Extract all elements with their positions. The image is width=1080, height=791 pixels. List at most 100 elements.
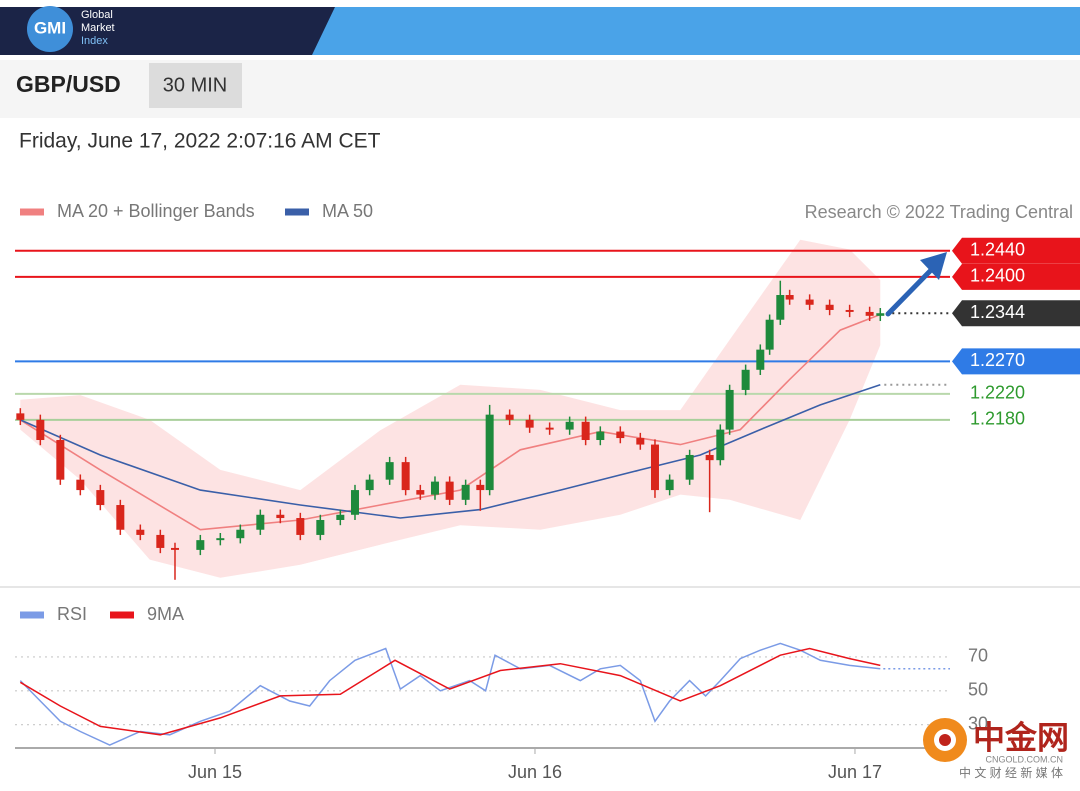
level-label: 1.2400 xyxy=(970,266,1025,286)
candle-body xyxy=(116,505,125,530)
candle-body xyxy=(476,484,485,491)
bollinger-band xyxy=(20,239,881,578)
candle-body xyxy=(636,438,645,445)
candle-body xyxy=(16,413,25,420)
candle-body xyxy=(76,479,85,491)
logo: GMI xyxy=(34,18,66,37)
candle-body xyxy=(650,444,659,491)
moving-average xyxy=(19,383,881,519)
header-dark xyxy=(0,7,335,55)
candle-body xyxy=(596,431,605,441)
x-tick-label: Jun 15 xyxy=(188,762,242,782)
candle-body xyxy=(485,414,494,491)
candle-body xyxy=(236,529,245,539)
level-box xyxy=(952,300,1080,327)
candle-body xyxy=(545,427,554,430)
candle-body xyxy=(865,311,874,316)
candle-body xyxy=(156,534,165,548)
candle-body xyxy=(170,547,179,550)
x-tick-label: Jun 17 xyxy=(828,762,882,782)
timestamp: Friday, June 17, 2022 2:07:16 AM CET xyxy=(19,130,381,153)
level-label: 1.2220 xyxy=(970,383,1025,403)
candle-body xyxy=(461,484,470,500)
candle-body xyxy=(716,429,725,461)
candle-body xyxy=(136,529,145,535)
watermark-slogan: 中 文 财 经 新 媒 体 xyxy=(959,765,1063,780)
candle-body xyxy=(876,313,885,316)
indicator-line xyxy=(19,642,881,746)
level-label: 1.2344 xyxy=(970,302,1025,322)
candle-body xyxy=(845,309,854,312)
candle-body xyxy=(336,514,345,520)
watermark: 中金网 CNGOLD.COM.CN 中 文 财 经 新 媒 体 xyxy=(923,718,1069,780)
candle-body xyxy=(56,440,65,480)
brand: Market xyxy=(81,22,115,34)
y-tick-label: 30 xyxy=(968,713,988,733)
watermark-site: CNGOLD.COM.CN xyxy=(985,754,1063,764)
watermark-logo xyxy=(939,734,951,746)
candle-body xyxy=(705,454,714,461)
candle-body xyxy=(741,369,750,390)
candle-body xyxy=(525,419,534,428)
moving-average xyxy=(19,313,881,531)
candle-body xyxy=(365,479,374,491)
instrument: GBP/USD xyxy=(16,71,121,97)
timeframe[interactable]: 30 MIN xyxy=(163,74,227,96)
forecast-arrowhead xyxy=(920,252,947,280)
timeframe-button[interactable] xyxy=(149,63,242,108)
legend-swatch xyxy=(20,208,44,216)
x-tick-label: Jun 16 xyxy=(508,762,562,782)
watermark-name: 中金网 xyxy=(973,719,1069,755)
brand: Index xyxy=(81,35,108,47)
candle-body xyxy=(36,419,45,441)
candle-body xyxy=(385,462,394,480)
candle-body xyxy=(505,414,514,420)
legend-swatch xyxy=(110,611,134,619)
candle-body xyxy=(296,518,305,535)
candle-body xyxy=(665,479,674,491)
candle-body xyxy=(256,514,265,530)
forecast-arrow xyxy=(885,263,938,317)
legend-label: MA 50 xyxy=(322,201,373,221)
logo-circle xyxy=(27,6,73,52)
candle-body xyxy=(565,421,574,430)
candle-body xyxy=(785,295,794,300)
legend-label: MA 20 + Bollinger Bands xyxy=(57,201,255,221)
candle-body xyxy=(776,295,785,320)
level-label: 1.2270 xyxy=(970,350,1025,370)
candle-body xyxy=(416,490,425,495)
candle-body xyxy=(825,304,834,310)
level-label: 1.2180 xyxy=(970,409,1025,429)
candle-body xyxy=(196,540,205,550)
level-label: 1.2440 xyxy=(970,240,1025,260)
indicator-line xyxy=(19,647,881,736)
candle-body xyxy=(756,349,765,370)
plots: 1.2440 1.2400 1.2344 1.2270 1.2220 1.2180 MA 2… xyxy=(15,201,1080,782)
candle-body xyxy=(581,421,590,441)
candle-body xyxy=(616,431,625,439)
level-box xyxy=(952,263,1080,290)
level-box xyxy=(952,348,1080,375)
legend-label: RSI xyxy=(57,604,87,624)
candle-body xyxy=(445,481,454,500)
candle-body xyxy=(685,454,694,480)
level-box xyxy=(952,237,1080,264)
candle-body xyxy=(316,519,325,535)
candle-body xyxy=(725,389,734,430)
legend-swatch xyxy=(20,611,44,619)
legend-swatch xyxy=(285,208,309,216)
candle-body xyxy=(96,490,105,506)
legend-label: 9MA xyxy=(147,604,184,624)
candle-body xyxy=(216,538,225,541)
candle-body xyxy=(276,514,285,519)
y-tick-label: 70 xyxy=(968,646,988,666)
candle-body xyxy=(350,490,359,515)
candle-body xyxy=(401,462,410,491)
brand: Global xyxy=(81,9,113,21)
candle-body xyxy=(430,481,439,495)
candle-body xyxy=(805,299,814,305)
credit: Research © 2022 Trading Central xyxy=(805,202,1073,222)
candle-body xyxy=(765,319,774,350)
